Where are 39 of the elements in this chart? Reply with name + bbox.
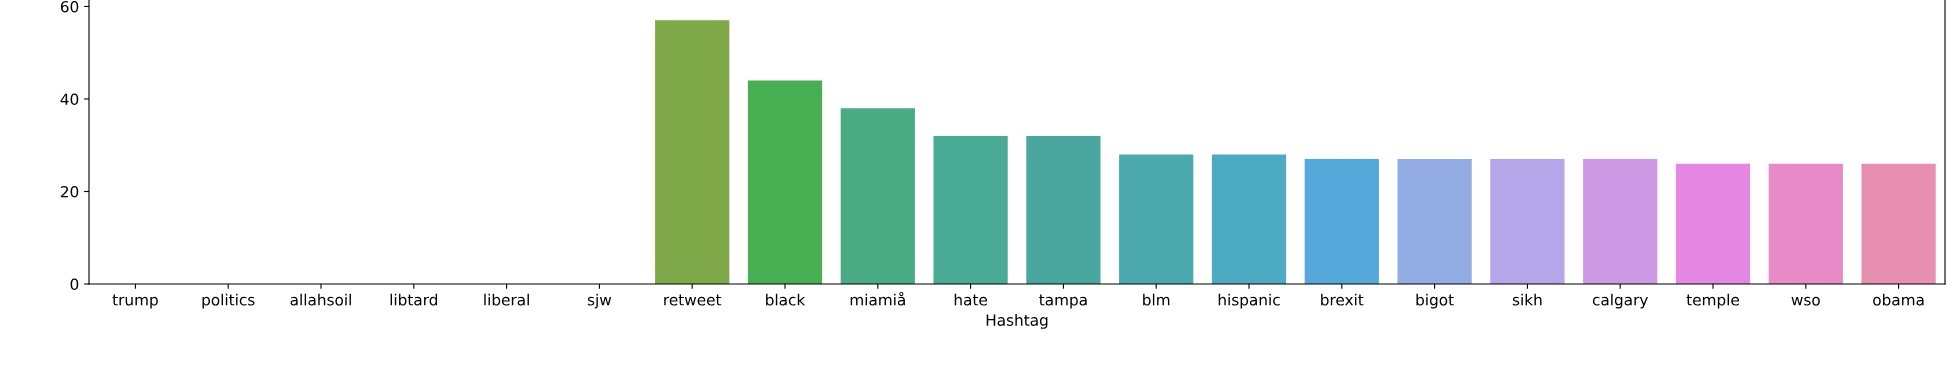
bar	[1490, 159, 1565, 284]
x-tick-label: calgary	[1592, 293, 1648, 309]
x-tick-label: bigot	[1416, 293, 1454, 309]
x-tick-label: allahsoil	[290, 293, 351, 306]
x-tick-label: liberal	[484, 293, 529, 306]
bar	[840, 108, 915, 284]
bar	[655, 20, 730, 284]
x-tick-label: black	[766, 293, 806, 306]
bar	[1675, 163, 1751, 284]
bar	[1397, 159, 1472, 284]
y-tick-label: 0	[70, 278, 79, 291]
y-tick-label: 20	[60, 185, 79, 198]
x-tick-label: brexit	[1321, 293, 1364, 306]
x-tick-label: hispanic	[1218, 293, 1280, 309]
bar	[1119, 154, 1194, 284]
y-tick-label: 40	[60, 93, 79, 106]
x-tick-label: miamiå	[850, 291, 905, 306]
bar	[1211, 154, 1287, 284]
x-tick-label: politics	[202, 293, 255, 309]
bar	[747, 80, 823, 284]
bar	[1583, 159, 1658, 284]
x-tick-label: sjw	[587, 293, 612, 309]
bar	[1768, 163, 1843, 284]
x-tick-label: obama	[1873, 293, 1924, 306]
x-axis-title: Hashtag	[986, 314, 1048, 329]
x-tick-label: libtard	[390, 293, 438, 306]
x-tick-label: trump	[112, 294, 158, 309]
bar	[933, 135, 1008, 284]
x-tick-label: hate	[954, 293, 987, 306]
bar	[1861, 163, 1936, 284]
bar	[1304, 159, 1379, 284]
x-tick-label: retweet	[664, 294, 722, 306]
x-tick-label: wso	[1791, 296, 1820, 306]
x-tick-label: sikh	[1512, 293, 1542, 306]
x-tick-label: blm	[1143, 293, 1170, 306]
x-tick-label: tampa	[1039, 294, 1087, 309]
y-tick-label: 60	[60, 0, 79, 13]
x-tick-label: temple	[1686, 293, 1739, 309]
bar	[1026, 135, 1101, 284]
